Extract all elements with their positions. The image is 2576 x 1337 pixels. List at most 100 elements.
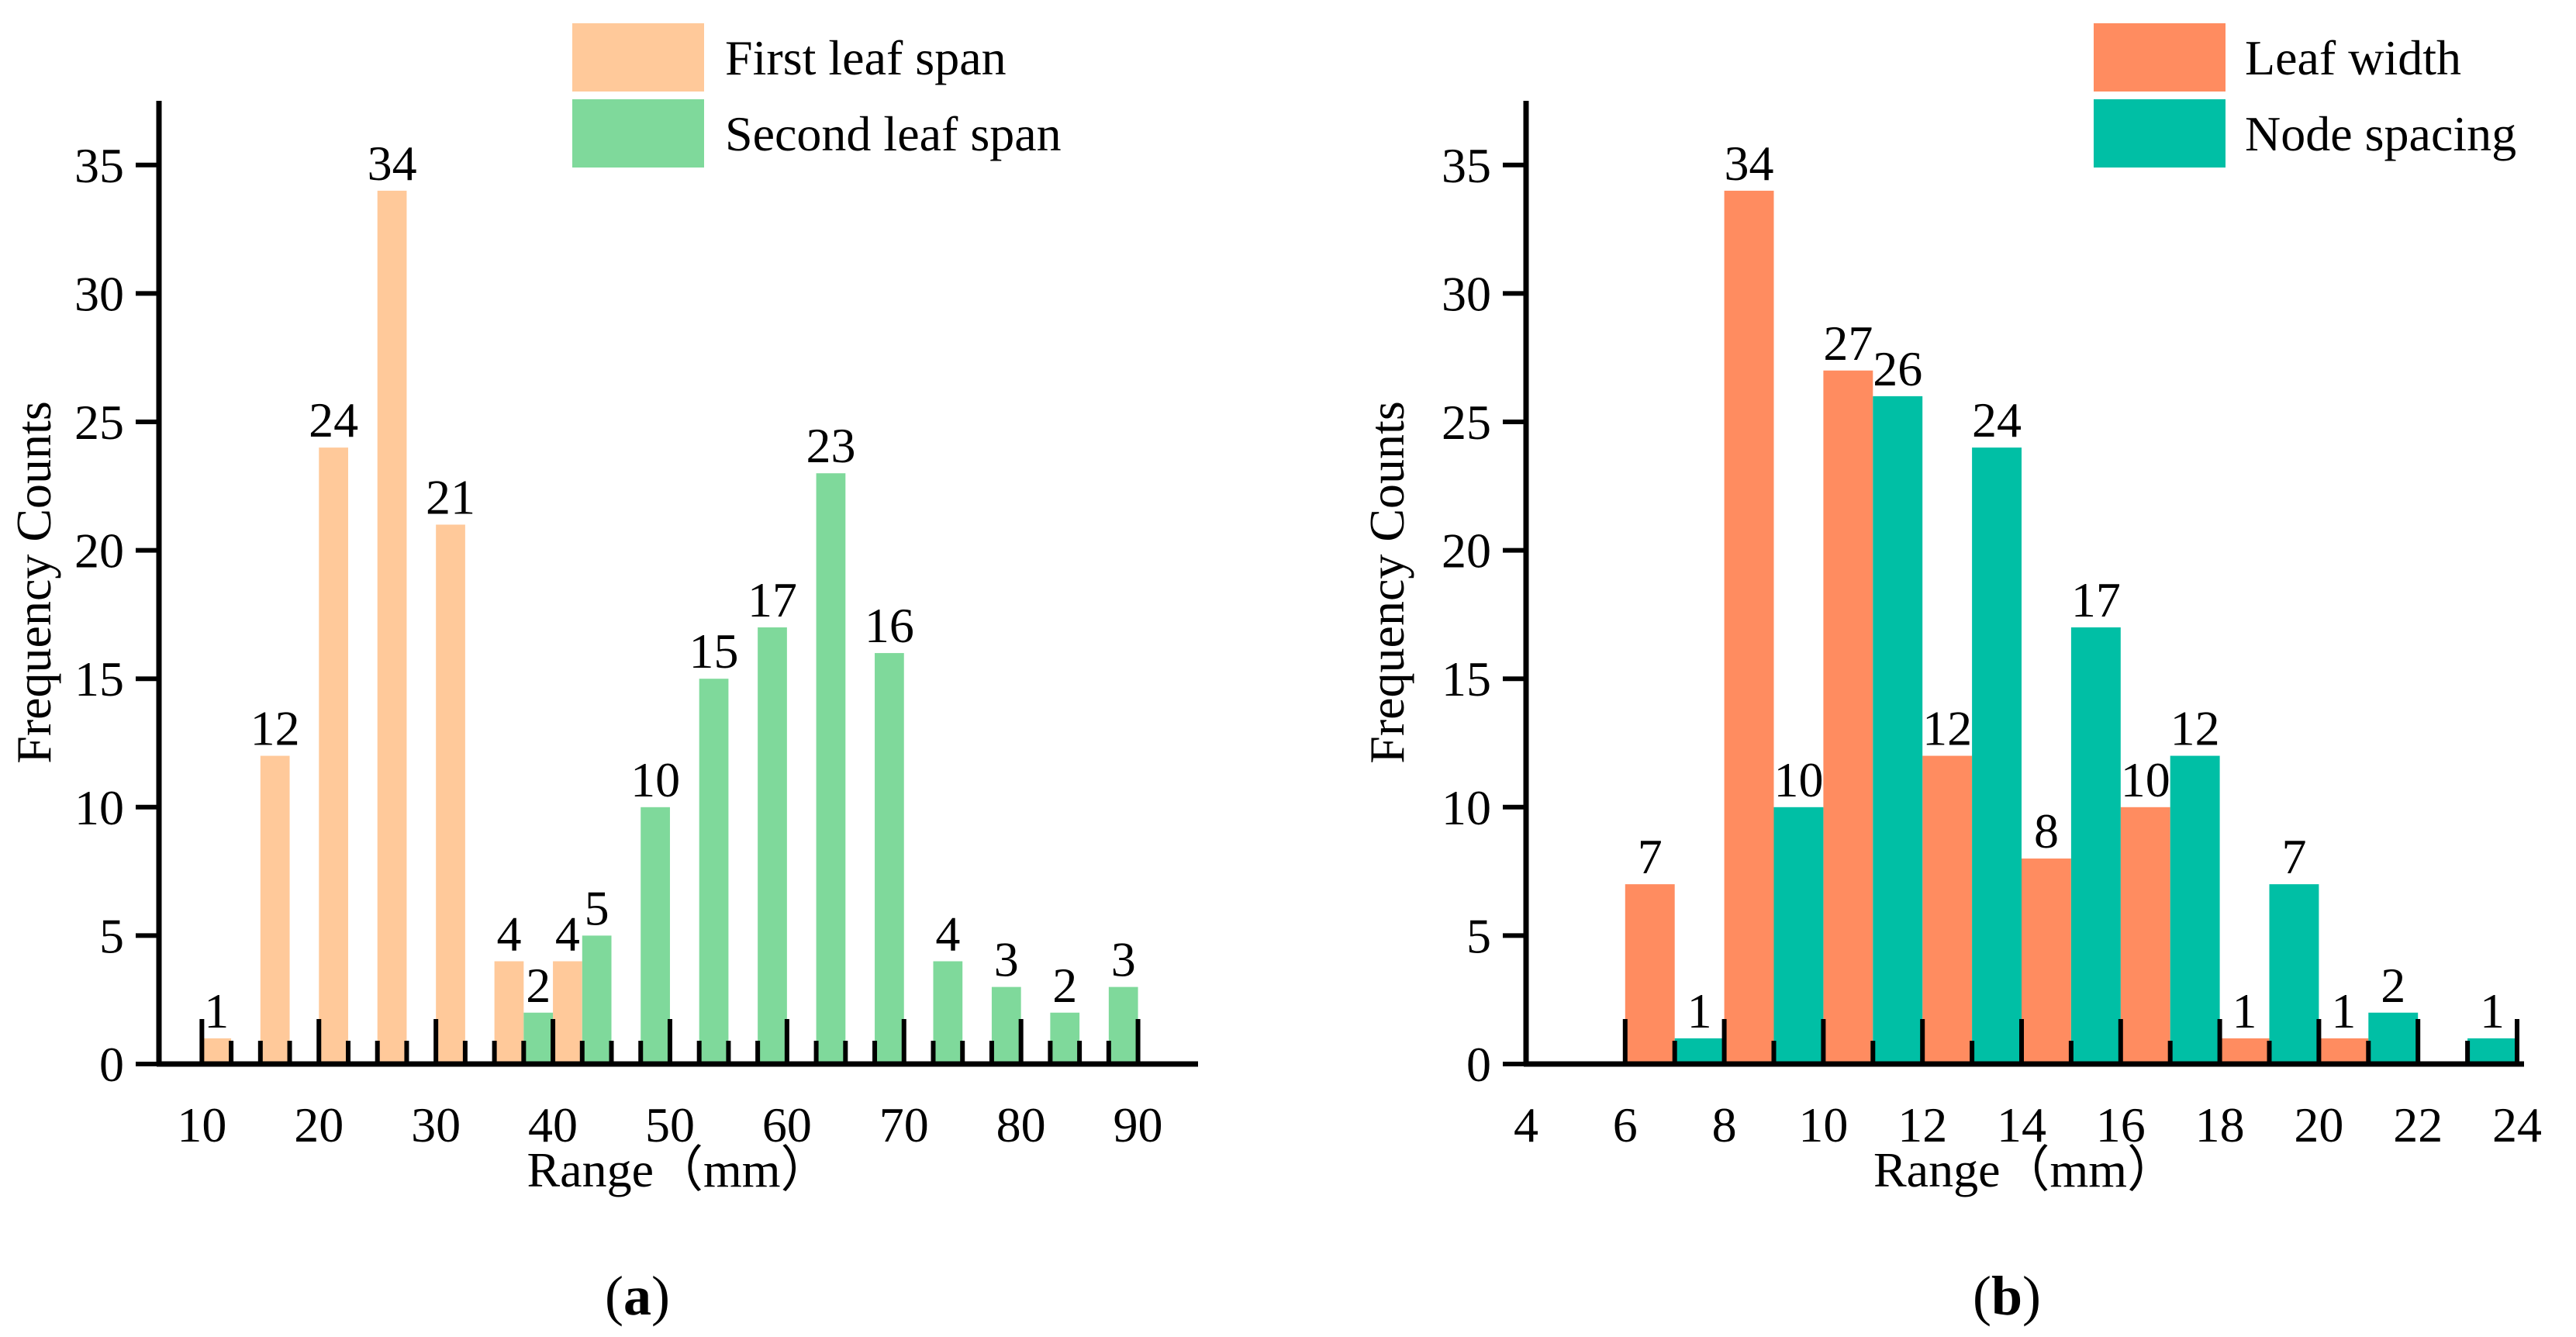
data-label-b-s1-6: 7 [2281,829,2306,884]
x-tick-label-a-5: 60 [762,1097,812,1152]
bar-a-s1-1 [582,935,612,1064]
y-tick-label-a-2: 10 [74,780,124,835]
y-tick-label-a-0: 0 [99,1037,124,1092]
data-label-a-s1-4: 17 [748,572,797,627]
bar-a-s0-6 [553,961,582,1064]
data-label-b-s1-4: 17 [2071,572,2121,627]
legend-label-a-1: Second leaf span [725,106,1062,161]
bar-b-s0-5 [2120,807,2170,1064]
data-label-a-s1-5: 23 [806,418,855,473]
bar-b-s1-6 [2269,884,2319,1064]
x-tick-label-b-9: 22 [2393,1097,2443,1152]
x-tick-label-b-8: 20 [2294,1097,2343,1152]
bar-b-s1-8 [2467,1038,2517,1064]
data-label-a-s1-10: 3 [1111,932,1136,987]
bar-b-s1-2 [1873,396,1923,1064]
x-axis-title-b: Range（mm） [1873,1142,2177,1197]
data-label-a-s0-0: 1 [204,983,229,1038]
y-tick-label-b-4: 20 [1442,523,1491,579]
x-tick-label-b-0: 4 [1514,1097,1538,1152]
y-tick-label-b-1: 5 [1466,908,1491,963]
bar-b-s0-6 [2219,1038,2270,1064]
y-tick-label-b-7: 35 [1442,138,1491,193]
x-tick-label-b-2: 8 [1712,1097,1737,1152]
x-tick-label-b-7: 18 [2195,1097,2245,1152]
bar-a-s1-8 [991,986,1021,1064]
y-tick-label-b-6: 30 [1442,266,1491,321]
y-tick-label-a-4: 20 [74,523,124,579]
bar-a-s0-5 [494,961,524,1064]
data-label-b-s1-2: 26 [1873,341,1922,396]
bar-a-s1-5 [816,473,846,1064]
x-axis-title-a: Range（mm） [527,1142,830,1197]
data-label-b-s1-5: 12 [2170,701,2220,756]
x-tick-label-a-0: 10 [177,1097,226,1152]
data-label-b-s0-7: 1 [2331,983,2356,1038]
legend-swatch-b-0 [2094,23,2226,92]
bar-a-s1-9 [1050,1012,1080,1064]
data-label-a-s0-6: 4 [555,907,580,962]
bar-b-s1-3 [1972,447,2022,1064]
y-tick-label-a-1: 5 [99,908,124,963]
data-label-b-s0-2: 27 [1823,316,1873,371]
bar-a-s0-0 [202,1038,232,1064]
data-label-a-s1-7: 4 [935,907,960,962]
data-label-a-s1-3: 15 [689,624,739,679]
y-tick-label-a-5: 25 [74,395,124,450]
x-tick-label-a-4: 50 [645,1097,695,1152]
legend-swatch-a-0 [572,23,704,92]
bar-b-s0-2 [1823,370,1873,1064]
data-label-a-s0-1: 12 [250,701,300,756]
bar-a-s1-3 [699,679,729,1064]
y-tick-label-a-3: 15 [74,651,124,707]
bar-b-s1-1 [1773,807,1824,1064]
bar-b-s1-5 [2170,755,2220,1064]
data-label-a-s1-9: 2 [1052,958,1077,1013]
data-label-b-s0-5: 10 [2121,752,2170,807]
x-tick-label-b-4: 12 [1897,1097,1947,1152]
data-label-b-s0-6: 1 [2232,983,2257,1038]
x-tick-label-a-6: 70 [879,1097,929,1152]
data-label-b-s1-3: 24 [1972,392,2022,447]
data-label-b-s0-4: 8 [2034,803,2059,859]
x-tick-label-b-5: 14 [1997,1097,2046,1152]
bar-b-s0-1 [1724,190,1774,1064]
y-tick-label-a-7: 35 [74,138,124,193]
legend-swatch-a-1 [572,99,704,168]
caption-a: (a) [605,1265,670,1327]
data-label-a-s0-5: 4 [496,907,521,962]
bar-a-s0-2 [319,447,348,1064]
data-label-a-s1-0: 2 [526,958,551,1013]
bar-b-s1-7 [2368,1012,2419,1064]
y-axis-title-b: Frequency Counts [1359,401,1414,764]
x-tick-label-b-1: 6 [1613,1097,1638,1152]
x-tick-label-a-2: 30 [411,1097,461,1152]
y-tick-label-a-6: 30 [74,266,124,321]
legend-label-a-0: First leaf span [725,30,1007,85]
data-label-b-s0-3: 12 [1922,701,1972,756]
data-label-a-s0-4: 21 [426,469,475,524]
y-tick-label-b-2: 10 [1442,780,1491,835]
y-tick-label-b-0: 0 [1466,1037,1491,1092]
bar-b-s0-4 [2022,859,2071,1064]
bar-a-s1-6 [875,653,904,1064]
data-label-a-s1-8: 3 [994,932,1019,987]
data-label-a-s1-1: 5 [585,880,609,935]
legend-swatch-b-1 [2094,99,2226,168]
bar-b-s0-7 [2319,1038,2369,1064]
bar-a-s0-1 [260,755,290,1064]
bar-a-s1-7 [933,961,963,1064]
x-tick-label-a-7: 80 [996,1097,1046,1152]
x-tick-label-a-8: 90 [1114,1097,1163,1152]
y-axis-title-a: Frequency Counts [6,401,61,764]
data-label-b-s0-1: 34 [1725,136,1774,191]
x-tick-label-b-3: 10 [1798,1097,1848,1152]
bar-b-s1-4 [2070,627,2121,1064]
bar-b-s1-0 [1674,1038,1725,1064]
data-label-b-s1-7: 2 [2381,958,2405,1013]
legend-label-b-1: Node spacing [2245,106,2516,161]
caption-b: (b) [1973,1265,2041,1327]
